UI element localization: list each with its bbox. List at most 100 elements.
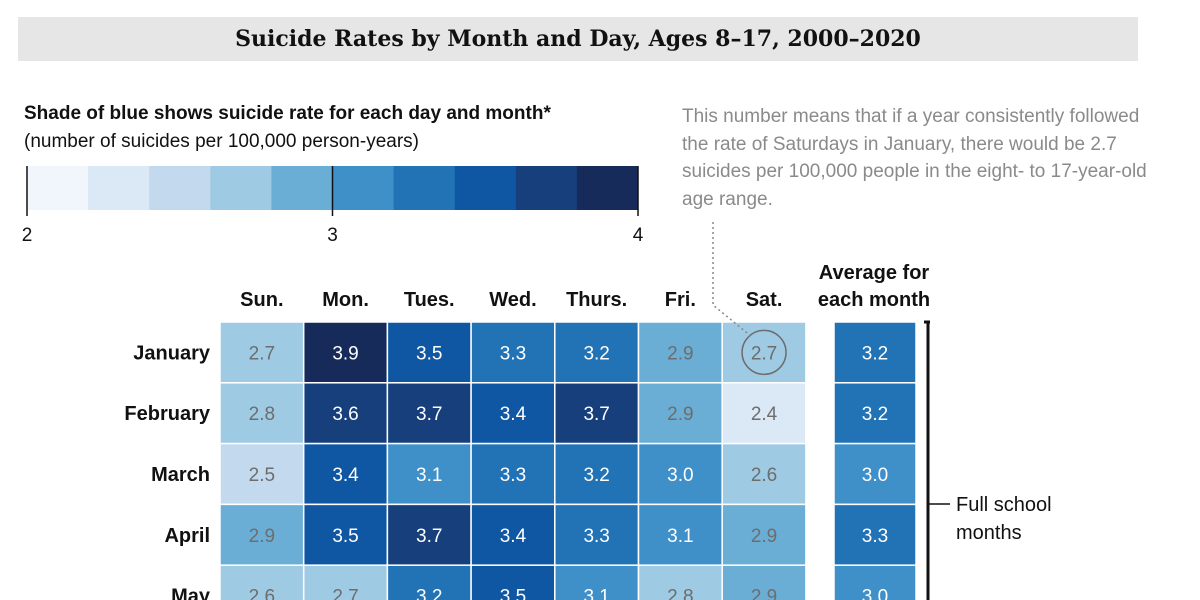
cell-value: 3.1: [416, 465, 442, 486]
bracket-label: Full school months: [956, 494, 1052, 544]
heatmap-cell: [721, 503, 807, 566]
title-bar: Suicide Rates by Month and Day, Ages 8–1…: [18, 17, 1138, 61]
cell-value: 3.9: [332, 343, 358, 364]
legend-swatch: [454, 166, 517, 210]
cell-value: 2.5: [249, 465, 275, 486]
cell-value: 3.3: [500, 465, 526, 486]
cell-value: 2.9: [249, 526, 275, 547]
legend-tick-label: 3: [327, 225, 338, 246]
cell-value: 2.7: [249, 343, 275, 364]
column-header: Tues.: [404, 289, 455, 311]
legend-tick-label: 2: [22, 225, 33, 246]
heatmap-cell: [302, 564, 389, 600]
row-label: March: [151, 464, 210, 486]
legend-swatch: [271, 166, 333, 210]
heatmap-cell: [219, 382, 305, 445]
cell-value: 2.7: [751, 343, 777, 364]
heatmap-cell: [554, 321, 640, 384]
cell-value: 3.2: [583, 465, 609, 486]
heatmap-cell: [637, 564, 723, 600]
average-value: 3.2: [862, 404, 888, 425]
average-cell: [833, 564, 917, 600]
cell-value: 3.7: [416, 526, 442, 547]
cell-value: 3.5: [332, 526, 358, 547]
heatmap-cell: [302, 503, 389, 566]
cell-value: 2.8: [667, 587, 693, 600]
cell-value: 2.8: [249, 404, 275, 425]
average-cell: [833, 442, 917, 506]
cell-value: 3.1: [583, 587, 609, 600]
heatmap-cell: [219, 442, 305, 506]
heatmap-cell: [470, 503, 556, 566]
legend-swatch: [88, 166, 150, 210]
heatmap-cell: [721, 321, 807, 384]
legend-swatch: [27, 166, 89, 210]
column-header: Mon.: [322, 289, 369, 311]
cell-value: 3.4: [500, 404, 527, 425]
average-value: 3.2: [862, 343, 888, 364]
legend-subheading: (number of suicides per 100,000 person-y…: [24, 131, 419, 152]
average-value: 3.0: [862, 587, 888, 600]
heatmap-cell: [554, 503, 640, 566]
cell-value: 2.6: [249, 587, 275, 600]
heatmap-cell: [721, 442, 807, 506]
column-header: Wed.: [489, 289, 536, 311]
cell-value: 2.9: [667, 404, 693, 425]
legend-tick-label: 4: [633, 225, 644, 246]
chart-title: Suicide Rates by Month and Day, Ages 8–1…: [235, 26, 921, 52]
cell-value: 2.6: [751, 465, 777, 486]
heatmap-cell: [302, 321, 389, 384]
legend-swatch: [149, 166, 211, 210]
cell-value: 2.4: [751, 404, 778, 425]
cell-value: 3.5: [500, 587, 526, 600]
cell-value: 3.7: [583, 404, 609, 425]
cell-value: 3.3: [500, 343, 526, 364]
row-label: January: [133, 342, 211, 364]
heatmap-cell: [637, 321, 723, 384]
cell-value: 3.3: [583, 526, 609, 547]
average-header: Average for each month: [817, 262, 931, 311]
column-header: Thurs.: [566, 289, 627, 311]
heatmap-cell: [219, 321, 305, 384]
cell-value: 3.2: [583, 343, 609, 364]
heatmap-cell: [219, 564, 305, 600]
heatmap-cell: [386, 442, 472, 506]
legend-heading: Shade of blue shows suicide rate for eac…: [24, 103, 551, 124]
average-cell: [833, 503, 917, 566]
cell-value: 3.5: [416, 343, 442, 364]
legend-swatch: [576, 166, 639, 210]
cell-value: 3.6: [332, 404, 358, 425]
cell-value: 3.1: [667, 526, 693, 547]
average-cell: [833, 382, 917, 445]
heatmap-cell: [721, 564, 807, 600]
heatmap-cell: [470, 321, 556, 384]
heatmap-cell: [721, 382, 807, 445]
annotation-note: This number means that if a year consist…: [682, 106, 1147, 210]
row-label: April: [164, 525, 210, 547]
average-value: 3.0: [862, 465, 888, 486]
cell-value: 2.9: [667, 343, 693, 364]
column-header: Fri.: [665, 289, 696, 311]
average-value: 3.3: [862, 526, 888, 547]
legend-swatch: [393, 166, 456, 210]
legend-swatch: [210, 166, 272, 210]
cell-value: 3.2: [416, 587, 442, 600]
cell-value: 2.9: [751, 587, 777, 600]
heatmap-cell: [219, 503, 305, 566]
column-header: Sun.: [240, 289, 283, 311]
cell-value: 3.0: [667, 465, 693, 486]
heatmap-cell: [470, 382, 556, 445]
annotation-leader: [712, 222, 751, 336]
heatmap-cell: [386, 321, 472, 384]
cell-value: 3.4: [332, 465, 359, 486]
row-label: February: [124, 403, 210, 425]
cell-value: 3.4: [500, 526, 527, 547]
legend-swatch: [515, 166, 578, 210]
heatmap-cell: [554, 564, 640, 600]
highlight-circle: [741, 329, 787, 376]
row-label: May: [171, 586, 211, 600]
cell-value: 3.7: [416, 404, 442, 425]
cell-value: 2.9: [751, 526, 777, 547]
color-legend: 2 3 4: [22, 166, 644, 246]
